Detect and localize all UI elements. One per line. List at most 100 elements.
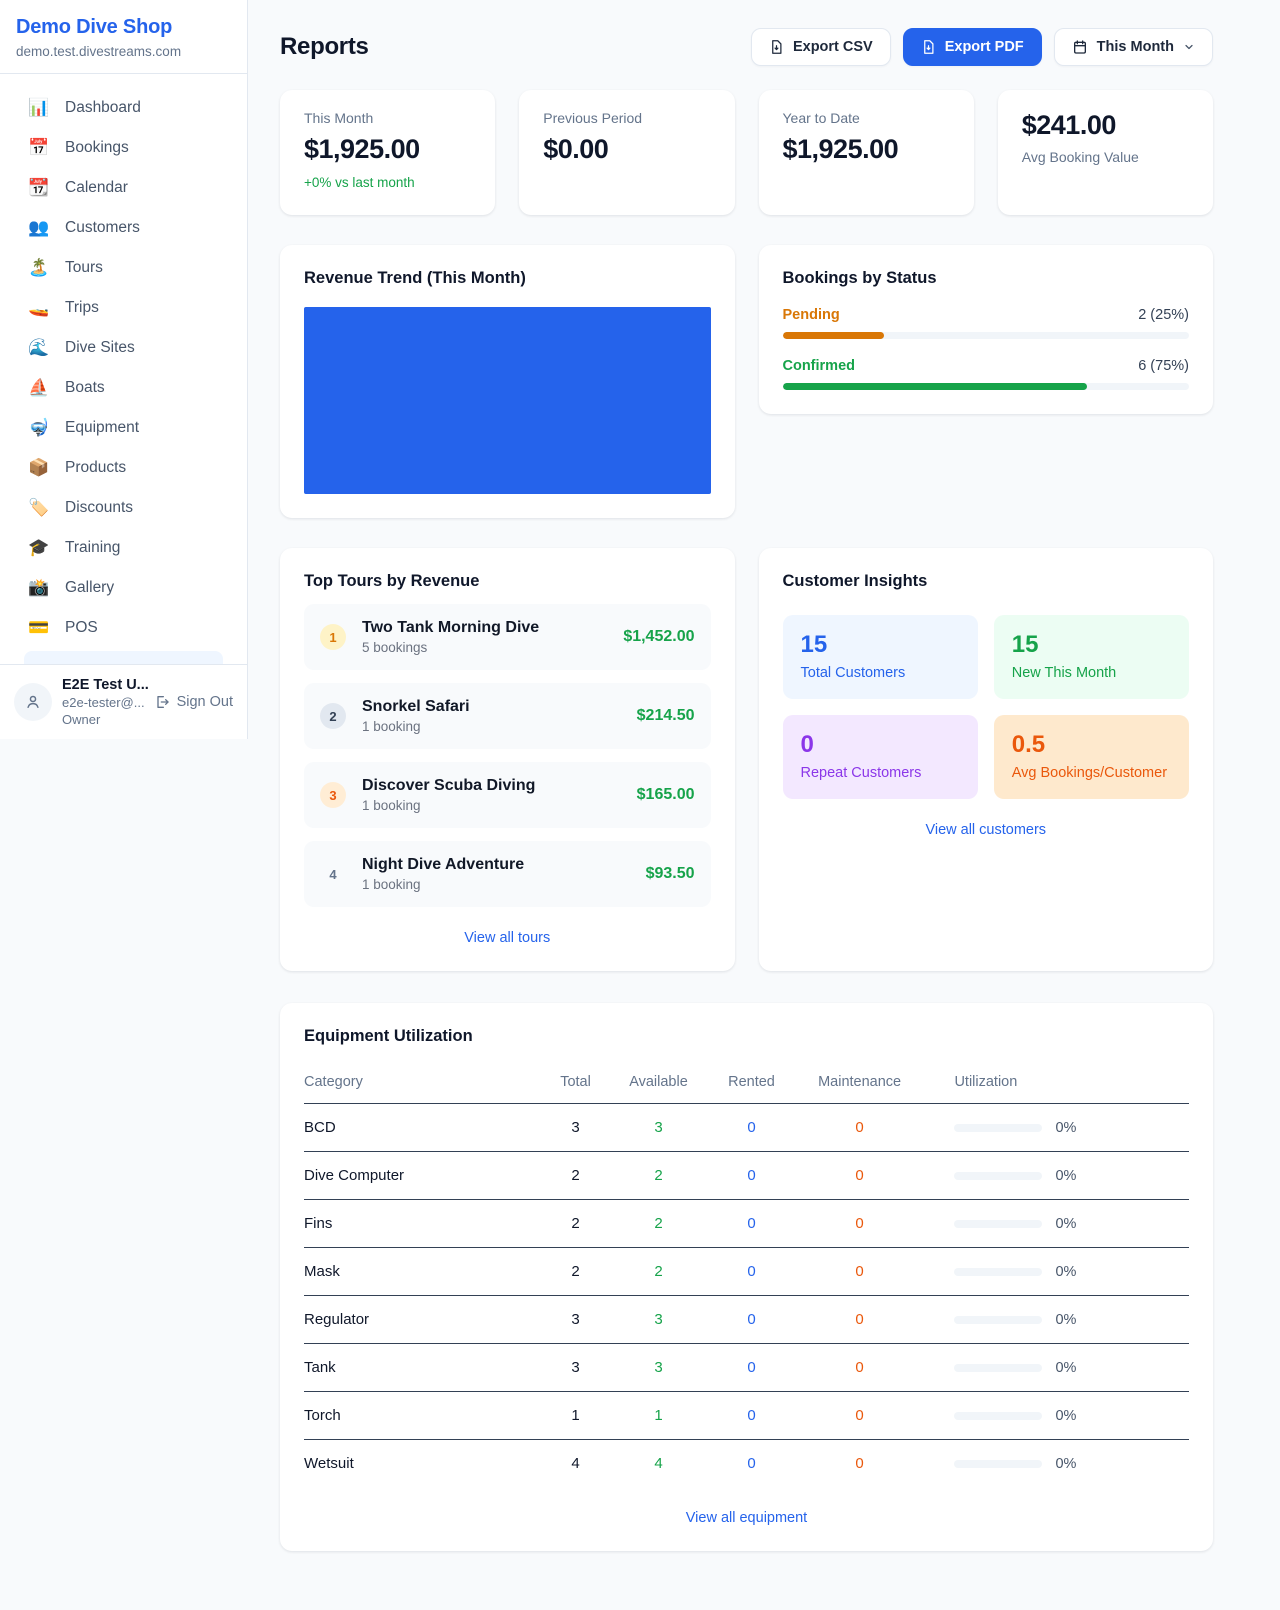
sidebar-item-discounts[interactable]: 🏷️ Discounts — [12, 488, 235, 528]
bookings-by-status-title: Bookings by Status — [782, 269, 937, 287]
cell-available: 2 — [610, 1199, 707, 1248]
list-item[interactable]: 4 Night Dive Adventure 1 booking $93.50 — [304, 841, 711, 907]
tour-bookings: 5 bookings — [362, 640, 428, 655]
column-header-available: Available — [610, 1066, 707, 1104]
sidebar-item-label: Discounts — [65, 499, 134, 516]
cell-maintenance: 0 — [796, 1295, 923, 1344]
sailboat-icon: ⛵ — [28, 378, 50, 397]
sidebar-item-label: Boats — [65, 379, 105, 396]
stat-label: This Month — [304, 110, 374, 126]
export-csv-button[interactable]: Export CSV — [750, 28, 891, 66]
sidebar-item-dive-sites[interactable]: 🌊 Dive Sites — [12, 328, 235, 368]
cell-rented: 0 — [706, 1295, 797, 1344]
table-row: Torch 1 1 0 0 0% — [304, 1391, 1189, 1440]
insight-grid: 15 Total Customers 15 New This Month 0 R… — [782, 615, 1189, 799]
sidebar-item-label: Gallery — [65, 579, 115, 596]
period-label: This Month — [1096, 39, 1174, 55]
cell-rented: 0 — [706, 1247, 797, 1296]
sidebar-item-trips[interactable]: 🚤 Trips — [12, 288, 235, 328]
cell-rented: 0 — [706, 1103, 797, 1152]
cell-available: 4 — [654, 1455, 663, 1472]
sidebar-item-training[interactable]: 🎓 Training — [12, 528, 235, 568]
list-item[interactable]: 2 Snorkel Safari 1 booking $214.50 — [304, 683, 711, 749]
sign-out-button[interactable]: Sign Out — [154, 694, 233, 710]
package-icon: 📦 — [28, 458, 50, 477]
sidebar-item-label: POS — [65, 619, 98, 636]
sidebar-item-tours[interactable]: 🏝️ Tours — [12, 248, 235, 288]
cell-category: Torch — [304, 1391, 541, 1440]
rank-badge: 4 — [329, 866, 337, 882]
charts-row: Revenue Trend (This Month) Bookings by S… — [280, 245, 1213, 518]
bar-chart-icon: 📊 — [28, 98, 50, 117]
insight-value: 0 — [800, 731, 814, 758]
person-icon — [27, 695, 39, 708]
cell-available: 1 — [610, 1391, 707, 1440]
insight-repeat-customers: 0 Repeat Customers — [782, 715, 978, 799]
period-dropdown[interactable]: This Month — [1053, 28, 1213, 66]
cell-rented: 0 — [706, 1343, 797, 1392]
status-row-pending: Pending 2 (25%) — [783, 307, 1190, 323]
view-all-equipment-link[interactable]: View all equipment — [685, 1510, 808, 1526]
revenue-trend-title: Revenue Trend (This Month) — [304, 269, 526, 287]
user-email: e2e-tester@... — [62, 695, 145, 710]
cell-utilization: 0% — [922, 1151, 1189, 1200]
view-all-customers-link[interactable]: View all customers — [925, 822, 1047, 838]
sidebar-item-pos[interactable]: 💳 POS — [12, 608, 235, 648]
status-label: Pending — [782, 307, 840, 323]
cell-total: 4 — [571, 1455, 580, 1472]
brand-domain: demo.test.divestreams.com — [16, 44, 182, 59]
cell-utilization: 0% — [922, 1199, 1189, 1248]
sidebar-item-label: Calendar — [65, 179, 128, 196]
tear-off-calendar-icon: 📆 — [28, 178, 50, 197]
table-row: Regulator 3 3 0 0 0% — [304, 1295, 1189, 1344]
file-icon — [772, 40, 782, 54]
sidebar-item-dashboard[interactable]: 📊 Dashboard — [12, 88, 235, 128]
utilization-bar — [954, 1315, 1043, 1324]
sidebar-item-customers[interactable]: 👥 Customers — [12, 208, 235, 248]
revenue-trend-card: Revenue Trend (This Month) — [280, 245, 735, 518]
bookings-by-status-card: Bookings by Status Pending 2 (25%) Confi… — [758, 245, 1213, 414]
cell-category: Mask — [304, 1247, 541, 1296]
people-icon: 👥 — [28, 218, 50, 237]
column-header-rented: Rented — [706, 1066, 797, 1104]
utilization-value: 0% — [1055, 1311, 1077, 1328]
table-row: Tank 3 3 0 0 0% — [304, 1343, 1189, 1392]
stat-card-previous-period: Previous Period $0.00 — [519, 90, 735, 215]
wave-icon: 🌊 — [28, 338, 50, 357]
tour-revenue: $165.00 — [636, 786, 695, 803]
utilization-value: 0% — [1055, 1263, 1077, 1280]
stat-delta: +0% vs last month — [304, 175, 415, 190]
cell-maintenance: 0 — [796, 1103, 923, 1152]
column-header-category: Category — [304, 1066, 541, 1104]
cell-total: 3 — [540, 1295, 611, 1344]
table-row: Wetsuit 4 4 0 0 0% — [304, 1440, 1189, 1488]
table-row: Mask 2 2 0 0 0% — [304, 1247, 1189, 1296]
utilization-bar — [954, 1171, 1043, 1180]
cell-available: 3 — [610, 1103, 707, 1152]
stat-label: Avg Booking Value — [1021, 149, 1139, 165]
sidebar-item-equipment[interactable]: 🤿 Equipment — [12, 408, 235, 448]
tour-bookings: 1 booking — [362, 719, 421, 734]
list-item[interactable]: 1 Two Tank Morning Dive 5 bookings $1,452… — [304, 604, 711, 670]
cell-total: 2 — [540, 1199, 611, 1248]
user-name: E2E Test U... — [62, 677, 149, 693]
diving-mask-icon: 🤿 — [28, 418, 50, 437]
export-pdf-button[interactable]: Export PDF — [902, 28, 1042, 66]
sidebar-item-products[interactable]: 📦 Products — [12, 448, 235, 488]
sidebar-item-gallery[interactable]: 📸 Gallery — [12, 568, 235, 608]
export-pdf-label: Export PDF — [944, 39, 1024, 55]
view-all-tours-link[interactable]: View all tours — [464, 930, 551, 946]
sidebar-item-bookings[interactable]: 📅 Bookings — [12, 128, 235, 168]
graduation-cap-icon: 🎓 — [28, 538, 50, 557]
camera-icon: 📸 — [28, 578, 50, 597]
cell-utilization: 0% — [922, 1295, 1189, 1344]
status-count: 2 (25%) — [1138, 307, 1189, 323]
sidebar-item-boats[interactable]: ⛵ Boats — [12, 368, 235, 408]
cell-utilization: 0% — [922, 1103, 1189, 1152]
table-row: Dive Computer 2 2 0 0 0% — [304, 1151, 1189, 1200]
sidebar-item-reports-active-partial[interactable] — [24, 651, 223, 664]
list-item[interactable]: 3 Discover Scuba Diving 1 booking $165.00 — [304, 762, 711, 828]
cell-maintenance: 0 — [796, 1343, 923, 1392]
sidebar-item-calendar[interactable]: 📆 Calendar — [12, 168, 235, 208]
column-header-maintenance: Maintenance — [796, 1066, 923, 1104]
